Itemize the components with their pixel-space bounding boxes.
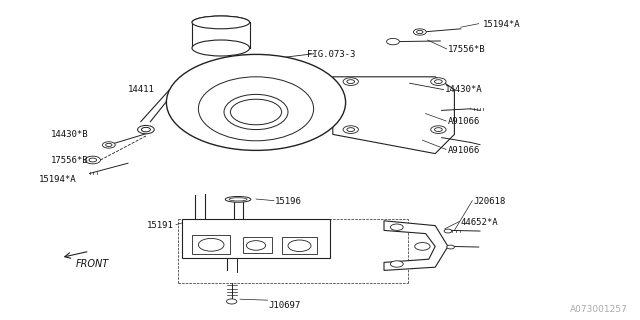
Ellipse shape [229, 198, 247, 201]
Text: J20618: J20618 [474, 197, 506, 206]
Ellipse shape [166, 54, 346, 150]
Circle shape [431, 126, 446, 133]
Circle shape [288, 240, 311, 252]
Circle shape [347, 128, 355, 132]
Circle shape [387, 38, 399, 45]
Circle shape [413, 29, 426, 35]
Circle shape [435, 128, 442, 132]
Polygon shape [384, 221, 448, 270]
Circle shape [390, 261, 403, 267]
Circle shape [89, 158, 97, 162]
Text: 44652*A: 44652*A [461, 218, 499, 227]
Ellipse shape [192, 16, 250, 29]
Text: A91066: A91066 [448, 146, 480, 155]
Text: FIG.073-3: FIG.073-3 [307, 50, 356, 59]
Bar [282, 237, 317, 254]
Text: 15194*A: 15194*A [483, 20, 521, 28]
Ellipse shape [192, 40, 250, 56]
Bar [182, 219, 330, 258]
Text: 15194*A: 15194*A [38, 175, 76, 184]
Circle shape [417, 30, 423, 34]
Circle shape [343, 78, 358, 85]
Circle shape [198, 238, 224, 251]
Ellipse shape [224, 94, 288, 130]
Text: 14430*A: 14430*A [445, 85, 483, 94]
Text: J10697: J10697 [269, 301, 301, 310]
Circle shape [102, 142, 115, 148]
Circle shape [390, 224, 403, 230]
Text: A91066: A91066 [448, 117, 480, 126]
Text: 17556*B: 17556*B [51, 156, 89, 164]
Circle shape [246, 241, 266, 250]
Text: 14430*B: 14430*B [51, 130, 89, 139]
Circle shape [444, 229, 452, 233]
Bar [243, 237, 272, 253]
Circle shape [447, 245, 454, 249]
Text: 17556*B: 17556*B [448, 45, 486, 54]
Text: A073001257: A073001257 [570, 305, 627, 314]
Text: 14411: 14411 [128, 85, 155, 94]
Ellipse shape [198, 77, 314, 141]
Text: FRONT: FRONT [76, 259, 109, 269]
Text: 15196: 15196 [275, 197, 302, 206]
Circle shape [431, 78, 446, 85]
Ellipse shape [225, 196, 251, 202]
Circle shape [85, 156, 100, 164]
Circle shape [141, 127, 150, 132]
Polygon shape [333, 77, 454, 154]
Bar [192, 235, 230, 254]
Circle shape [227, 299, 237, 304]
Circle shape [138, 125, 154, 134]
Circle shape [343, 126, 358, 133]
Text: 15191: 15191 [147, 221, 174, 230]
Circle shape [347, 80, 355, 84]
Circle shape [415, 243, 430, 250]
Circle shape [435, 80, 442, 84]
Circle shape [106, 143, 112, 147]
Circle shape [230, 99, 282, 125]
